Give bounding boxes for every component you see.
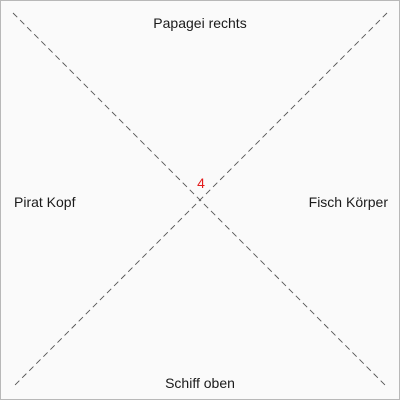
label-left: Pirat Kopf <box>14 194 76 210</box>
center-number: 4 <box>197 175 205 191</box>
diagonal-line-ascending <box>12 12 388 388</box>
label-right: Fisch Körper <box>308 194 388 210</box>
label-bottom: Schiff oben <box>165 375 235 391</box>
label-top: Papagei rechts <box>153 15 247 31</box>
